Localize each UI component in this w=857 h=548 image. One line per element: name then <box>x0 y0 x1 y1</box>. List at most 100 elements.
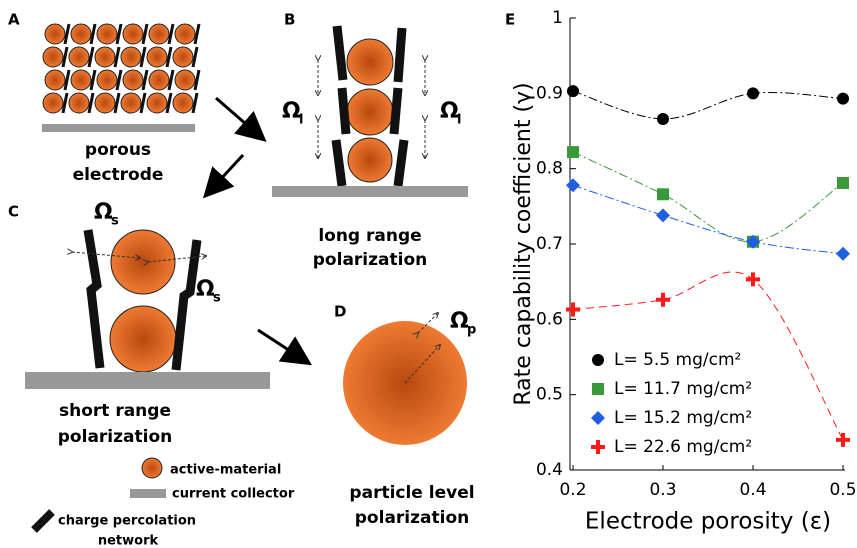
marker <box>657 113 669 125</box>
marker <box>656 208 670 222</box>
caption: porous <box>85 140 151 160</box>
diagram: A porous electrode B long rang <box>8 11 476 548</box>
particle <box>173 93 193 113</box>
y-tick-label: 0.4 <box>536 460 563 480</box>
y-tick-label: 0.6 <box>536 309 563 329</box>
x-tick-label: 0.5 <box>829 480 856 500</box>
network-bar <box>65 24 69 44</box>
particle <box>123 24 143 44</box>
x-tick-label: 0.4 <box>739 480 766 500</box>
network-bar <box>195 24 199 44</box>
network-bar <box>193 93 197 113</box>
particle <box>95 93 115 113</box>
particle <box>43 47 63 67</box>
particle <box>71 70 91 90</box>
y-tick-label: 1 <box>552 8 563 28</box>
marker <box>836 433 850 447</box>
series-line <box>573 185 843 254</box>
caption: electrode <box>73 165 164 185</box>
legend-icon <box>130 489 166 498</box>
marker <box>566 178 580 192</box>
network-bar <box>141 93 145 113</box>
legend-label: L= 15.2 mg/cm² <box>614 408 752 428</box>
particle <box>175 70 195 90</box>
legend-text: current collector <box>172 487 295 502</box>
series-line <box>573 152 843 242</box>
network-bar <box>63 47 67 67</box>
particle <box>121 47 141 67</box>
panel-label: C <box>8 203 19 221</box>
caption: polarization <box>313 250 427 270</box>
network-bar <box>193 47 197 67</box>
x-tick-label: 0.2 <box>559 480 586 500</box>
network-bar <box>91 24 95 44</box>
marker <box>656 293 670 307</box>
particle <box>173 47 193 67</box>
network-bar <box>89 47 93 67</box>
marker <box>837 93 849 105</box>
particle <box>121 93 141 113</box>
panel-label: E <box>505 11 515 29</box>
network-bar <box>141 47 145 67</box>
network-bar <box>115 47 119 67</box>
marker <box>567 85 579 97</box>
particle <box>71 24 91 44</box>
current-collector <box>42 124 195 132</box>
legend-label: L= 22.6 mg/cm² <box>614 437 752 457</box>
network-bar <box>115 93 119 113</box>
panel-label: B <box>284 11 295 29</box>
y-tick-label: 0.9 <box>536 83 563 103</box>
network-bar <box>169 70 173 90</box>
particle <box>69 93 89 113</box>
x-axis-label: Electrode porosity (ε) <box>585 509 831 535</box>
particle <box>149 24 169 44</box>
figure: A porous electrode B long rang <box>0 0 857 548</box>
marker <box>747 87 759 99</box>
legend-marker <box>591 411 605 425</box>
omega-subscript: s <box>213 291 221 306</box>
marker <box>836 247 850 261</box>
particle <box>97 24 117 44</box>
omega-subscript: s <box>111 214 119 229</box>
particle <box>95 47 115 67</box>
legend-label: L= 11.7 mg/cm² <box>614 379 752 399</box>
network-bar <box>63 93 67 113</box>
marker <box>657 188 669 200</box>
legend-marker <box>591 440 605 454</box>
arrow <box>216 98 262 138</box>
particle <box>69 47 89 67</box>
omega-subscript: l <box>299 113 303 128</box>
particle-sketch <box>343 313 467 445</box>
x-tick-label: 0.3 <box>649 480 676 500</box>
caption: polarization <box>355 508 469 528</box>
series-line <box>573 91 843 119</box>
panel-label: D <box>334 303 346 321</box>
porous-electrode <box>43 24 199 113</box>
network-bar <box>143 24 147 44</box>
network-bar <box>167 93 171 113</box>
network-bar <box>195 70 199 90</box>
particle <box>45 70 65 90</box>
legend-label: L= 5.5 mg/cm² <box>614 350 741 370</box>
marker <box>567 146 579 158</box>
marker <box>566 303 580 317</box>
particle <box>149 70 169 90</box>
particle <box>97 70 117 90</box>
legend-text: network <box>98 534 159 548</box>
short-range-sketch <box>25 230 270 389</box>
network-bar <box>117 24 121 44</box>
legend-text: charge percolation <box>58 514 196 529</box>
y-tick-label: 0.7 <box>536 234 563 254</box>
legend-marker <box>592 354 604 366</box>
network-bar <box>65 70 69 90</box>
omega-subscript: l <box>457 113 461 128</box>
arrow <box>258 330 307 362</box>
particle <box>43 93 63 113</box>
panel-label: A <box>8 11 20 29</box>
network-bar <box>143 70 147 90</box>
particle <box>175 24 195 44</box>
omega-subscript: p <box>467 323 476 338</box>
y-axis-label: Rate capability coefficient (γ) <box>511 82 536 405</box>
